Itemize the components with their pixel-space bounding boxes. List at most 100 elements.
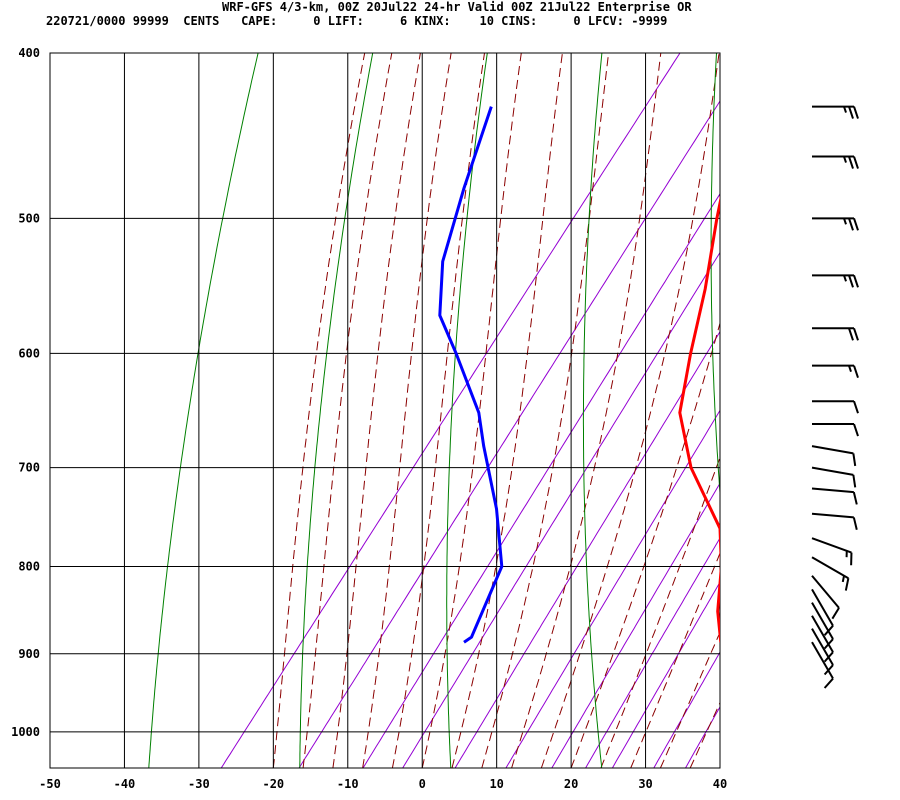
- wind-barb-half-flag: [843, 218, 847, 225]
- wind-barb: [812, 274, 859, 288]
- wind-barb-flag: [831, 607, 840, 620]
- wind-barb: [812, 423, 859, 437]
- pressure-tick-label: 600: [18, 346, 40, 360]
- pressure-tick-label: 400: [18, 46, 40, 60]
- wind-barb-flag: [853, 327, 859, 341]
- grid-lines: [49, 52, 721, 768]
- wind-barb-flag: [852, 491, 858, 505]
- temperature-tick-label: -40: [114, 777, 136, 791]
- mixing-ratio-line: [298, 100, 720, 768]
- wind-barb: [811, 512, 858, 530]
- wind-barb-flag: [823, 677, 834, 689]
- wind-barb-flag: [848, 156, 854, 169]
- temperature-tick-label: 40: [713, 777, 727, 791]
- wind-barb-staff: [811, 628, 834, 666]
- wind-barb-staff: [811, 615, 834, 653]
- sounding-indices: 220721/0000 99999 CENTS CAPE: 0 LIFT: 6 …: [46, 14, 668, 28]
- wind-barb-staff: [811, 512, 854, 519]
- wind-barb-flag: [848, 106, 854, 119]
- wind-barb-staff: [811, 641, 834, 680]
- moist-adiabat: [689, 701, 720, 768]
- pressure-tick-label: 900: [18, 647, 40, 661]
- mixing-ratio-line: [402, 251, 720, 768]
- pressure-tick-label: 1000: [11, 725, 40, 739]
- wind-barb: [812, 400, 859, 414]
- wind-barb-flag: [853, 218, 859, 231]
- temperature-tick-label: -20: [262, 777, 284, 791]
- wind-barb: [812, 327, 859, 341]
- mixing-ratio-line: [685, 705, 720, 768]
- dry-adiabat: [831, 15, 900, 768]
- wind-barb-flag: [853, 423, 859, 437]
- moist-adiabat: [391, 53, 486, 768]
- wind-barb-half-flag: [843, 275, 847, 282]
- wind-barbs: [811, 105, 859, 689]
- temperature-tick-labels: -50 -40 -30 -20 -10 0 10 20 30 40: [39, 777, 727, 791]
- temperature-profile: [678, 195, 720, 643]
- plot-frame: [49, 52, 721, 769]
- wind-barb-half-flag: [843, 106, 847, 113]
- dry-adiabat: [710, 53, 720, 500]
- moist-adiabat-lines: [272, 53, 720, 768]
- wind-barb-staff: [811, 466, 854, 476]
- dry-adiabat: [446, 53, 488, 768]
- wind-barb-flag: [853, 400, 859, 414]
- mixing-ratio-line: [505, 409, 720, 768]
- wind-barb-flag: [853, 156, 859, 169]
- wind-barb-flag: [848, 275, 854, 288]
- wind-barb-staff: [811, 588, 834, 627]
- mixing-ratio-lines: [220, 53, 720, 768]
- wind-barb-flag: [848, 218, 854, 231]
- dry-adiabat: [299, 53, 374, 768]
- temperature-tick-label: 10: [489, 777, 503, 791]
- wind-barb-flag: [848, 327, 854, 341]
- moist-adiabat: [362, 53, 452, 768]
- dry-adiabat: [148, 53, 259, 768]
- mixing-ratio-line: [551, 482, 720, 768]
- wind-barb: [812, 364, 859, 378]
- moist-adiabat: [451, 53, 563, 768]
- moist-adiabat: [719, 766, 720, 768]
- moist-adiabat: [272, 53, 366, 768]
- wind-barb: [811, 445, 857, 467]
- mixing-ratio-line: [611, 581, 720, 768]
- moist-adiabat: [332, 53, 421, 768]
- wind-barb-flag: [853, 106, 859, 119]
- wind-barb-staff: [811, 537, 852, 554]
- chart-title: WRF-GFS 4/3-km, 00Z 20Jul22 24-hr Valid …: [222, 0, 692, 14]
- mixing-ratio-line: [454, 330, 720, 768]
- temperature-tick-label: 20: [564, 777, 578, 791]
- wind-barb-flag: [852, 453, 857, 467]
- wind-barb: [811, 537, 853, 566]
- wind-barb-flag: [852, 474, 857, 488]
- moist-adiabat: [659, 631, 720, 768]
- wind-barb-half-flag: [848, 365, 852, 372]
- wind-barb-staff: [811, 556, 849, 580]
- pressure-tick-label: 500: [18, 211, 40, 225]
- wind-barb: [811, 602, 834, 650]
- wind-barb: [811, 556, 850, 591]
- wind-barb-staff: [811, 602, 834, 640]
- moist-adiabat: [540, 53, 720, 768]
- wind-barb: [811, 575, 840, 620]
- temperature-tick-label: 30: [638, 777, 652, 791]
- wind-barb-staff: [811, 575, 840, 609]
- moist-adiabat: [421, 53, 522, 768]
- temperature-tick-label: -10: [337, 777, 359, 791]
- moist-adiabat: [511, 53, 662, 768]
- mixing-ratio-line: [653, 651, 720, 768]
- wind-barb-flag: [852, 517, 858, 530]
- sounding-series: [438, 106, 720, 644]
- wind-barb-staff: [811, 487, 854, 494]
- dewpoint-profile: [438, 106, 504, 644]
- temperature-tick-label: -30: [188, 777, 210, 791]
- moist-adiabat: [570, 321, 720, 768]
- wind-barb-flag: [844, 578, 850, 591]
- wind-barb: [811, 487, 858, 505]
- wind-barb-flag: [853, 275, 859, 288]
- wind-barb: [812, 217, 859, 231]
- wind-barb: [812, 155, 859, 169]
- pressure-tick-label: 800: [18, 560, 40, 574]
- mixing-ratio-line: [585, 537, 720, 768]
